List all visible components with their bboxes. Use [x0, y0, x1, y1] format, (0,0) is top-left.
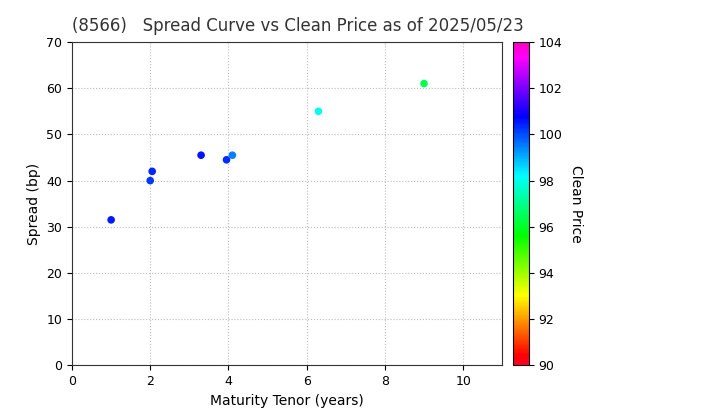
- Point: [418, 80, 430, 87]
- Point: [221, 156, 233, 163]
- Point: [105, 217, 117, 223]
- Point: [312, 108, 324, 115]
- Point: [145, 177, 156, 184]
- Point: [195, 152, 207, 159]
- Point: [227, 152, 238, 159]
- X-axis label: Maturity Tenor (years): Maturity Tenor (years): [210, 394, 364, 408]
- Text: (8566)   Spread Curve vs Clean Price as of 2025/05/23: (8566) Spread Curve vs Clean Price as of…: [72, 17, 523, 35]
- Y-axis label: Spread (bp): Spread (bp): [27, 163, 41, 245]
- Y-axis label: Clean Price: Clean Price: [570, 165, 583, 243]
- Point: [146, 168, 158, 175]
